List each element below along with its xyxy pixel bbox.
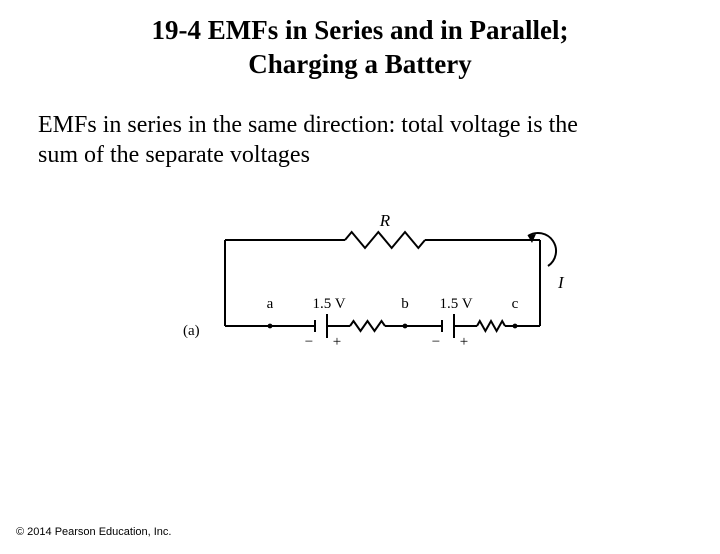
title-line-1: 19-4 EMFs in Series and in Parallel;: [152, 15, 569, 45]
circuit-diagram: R I 1.5 V − +1.5 V − + a b c (a): [0, 198, 720, 403]
body-line-2: sum of the separate voltages: [38, 142, 310, 168]
svg-text:−: −: [305, 334, 313, 350]
svg-text:1.5 V: 1.5 V: [312, 296, 345, 312]
svg-text:c: c: [512, 296, 519, 312]
body-text: EMFs in series in the same direction: to…: [38, 110, 682, 170]
svg-text:a: a: [267, 296, 274, 312]
copyright-text: © 2014 Pearson Education, Inc.: [16, 526, 171, 538]
slide-title: 19-4 EMFs in Series and in Parallel; Cha…: [0, 14, 720, 82]
title-line-2: Charging a Battery: [248, 49, 471, 79]
svg-text:(a): (a): [183, 323, 200, 339]
svg-text:−: −: [432, 334, 440, 350]
body-line-1: EMFs in series in the same direction: to…: [38, 112, 578, 138]
svg-text:R: R: [379, 211, 391, 230]
svg-text:+: +: [460, 334, 468, 350]
svg-text:+: +: [333, 334, 341, 350]
svg-text:1.5 V: 1.5 V: [439, 296, 472, 312]
circuit-svg: R I 1.5 V − +1.5 V − + a b c (a): [145, 198, 575, 398]
svg-text:b: b: [401, 296, 409, 312]
svg-text:I: I: [557, 273, 565, 292]
